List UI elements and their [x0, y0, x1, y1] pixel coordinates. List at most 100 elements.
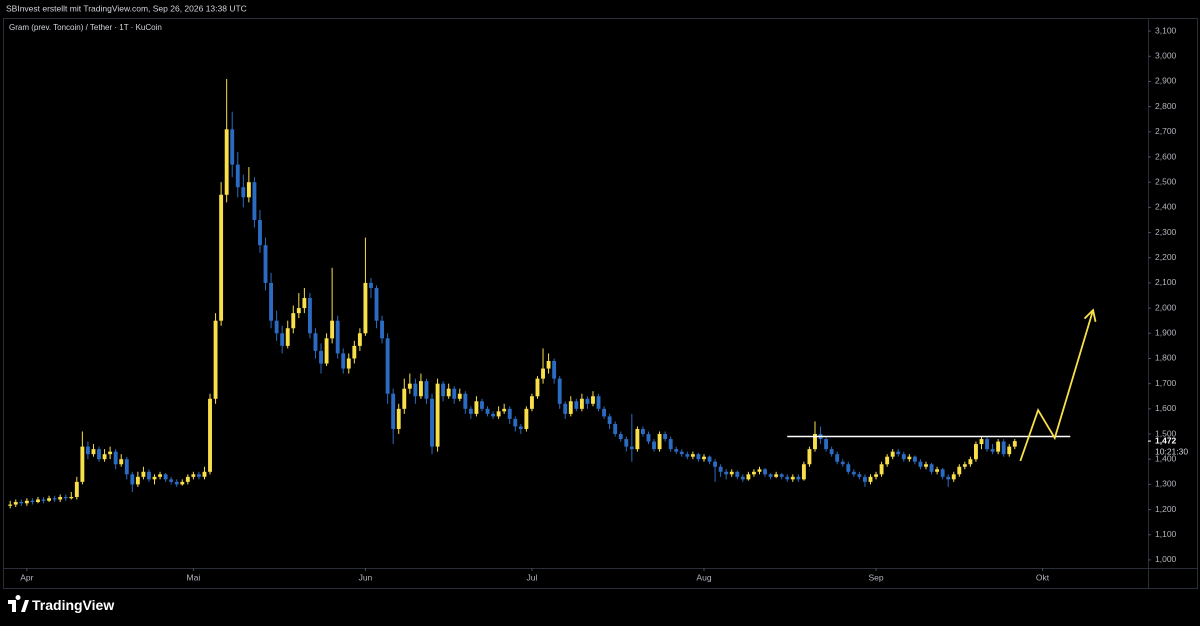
candle-body [141, 471, 146, 477]
y-tick-label: 2,300 [1155, 227, 1177, 237]
candle-body [69, 496, 74, 499]
y-tick-label: 2,600 [1155, 151, 1177, 161]
candle-body [441, 383, 446, 397]
y-tick-label: 1,200 [1155, 504, 1177, 514]
candle-body [246, 182, 251, 198]
candle-body [652, 441, 656, 450]
candle-body [957, 466, 962, 475]
candle-body [629, 446, 634, 450]
candle-body [568, 401, 573, 414]
y-tick-label: 2,100 [1155, 277, 1177, 287]
candle-body [224, 129, 229, 195]
candle-body [36, 499, 40, 503]
candle-body [835, 454, 840, 462]
candle-body [108, 451, 113, 455]
candle-body [452, 388, 457, 399]
candle-body [330, 320, 335, 339]
candle-body [357, 333, 362, 346]
candle-body [746, 474, 751, 480]
y-tick-label: 2,800 [1155, 101, 1177, 111]
candle-body [907, 456, 912, 460]
y-tick-label: 3,100 [1155, 25, 1177, 35]
candle-body [1012, 441, 1017, 447]
candle-body [946, 476, 951, 480]
candle-body [857, 474, 862, 477]
candle-body [24, 500, 29, 504]
y-tick-label: 2,200 [1155, 252, 1177, 262]
candle-body [341, 353, 346, 369]
candle-body [407, 383, 412, 389]
candle-body [196, 474, 201, 477]
candle-body [613, 423, 618, 435]
y-tick-label: 1,500 [1155, 428, 1177, 438]
candle-body [130, 474, 135, 485]
last-price-label: 1,472 [1155, 435, 1177, 445]
candle-body [80, 446, 85, 482]
candle-body [463, 393, 468, 409]
candle-body [985, 439, 989, 450]
candle-body [796, 476, 801, 480]
candle-body [596, 396, 601, 409]
candle-body [380, 320, 385, 339]
candle-body [413, 383, 418, 397]
y-tick-label: 3,000 [1155, 51, 1177, 61]
countdown-label: 10:21:30 [1155, 446, 1188, 456]
candle-body [557, 378, 562, 404]
candle-body [635, 428, 640, 450]
candle-body [518, 426, 523, 429]
candle-body [685, 454, 690, 457]
candle-body [269, 282, 274, 321]
x-tick-label: Aug [696, 572, 711, 582]
candle-body [979, 439, 984, 445]
candle-body [607, 416, 612, 424]
candle-body [274, 320, 279, 334]
x-tick-label: Apr [20, 572, 33, 582]
y-tick-label: 1,400 [1155, 453, 1177, 463]
candle-body [47, 498, 52, 501]
candle-body [579, 398, 584, 409]
arrow-head [1083, 308, 1097, 323]
y-tick-label: 2,500 [1155, 176, 1177, 186]
candle-body [496, 411, 501, 417]
candle-body [751, 471, 756, 475]
candle-body [219, 194, 224, 321]
candle-body [574, 401, 579, 409]
candle-body [213, 320, 218, 399]
candle-body [119, 459, 124, 465]
y-tick-label: 1,800 [1155, 353, 1177, 363]
candle-body [74, 481, 79, 497]
candle-body [702, 456, 706, 460]
y-tick-label: 1,600 [1155, 403, 1177, 413]
x-tick-label: Jun [359, 572, 373, 582]
x-tick-label: Sep [868, 572, 883, 582]
candle-body [102, 454, 107, 460]
candle-body [435, 383, 440, 447]
candle-body [252, 182, 257, 220]
candle-body [824, 439, 829, 450]
candle-body [152, 476, 157, 480]
candle-body [346, 358, 351, 369]
candle-body [191, 474, 196, 477]
candle-body [679, 451, 684, 455]
candle-body [507, 408, 512, 419]
candle-body [169, 479, 174, 482]
candle-body [541, 368, 545, 379]
candle-body [962, 464, 967, 467]
candle-body [929, 464, 934, 472]
candle-body [602, 408, 607, 417]
candle-body [729, 471, 734, 475]
candle-body [174, 481, 179, 485]
x-tick-label: Okt [1036, 572, 1050, 582]
candle-body [879, 464, 884, 475]
candle-body [918, 461, 923, 467]
logo [8, 594, 29, 612]
candle-body [935, 469, 940, 472]
candle-body [785, 476, 790, 480]
candle-body [85, 446, 90, 455]
candle-body [1007, 446, 1012, 455]
header: SBInvest erstellt mit TradingView.com, S… [6, 3, 247, 13]
candle-body [468, 408, 473, 414]
candle-body [285, 328, 290, 346]
candle-body [430, 398, 434, 447]
